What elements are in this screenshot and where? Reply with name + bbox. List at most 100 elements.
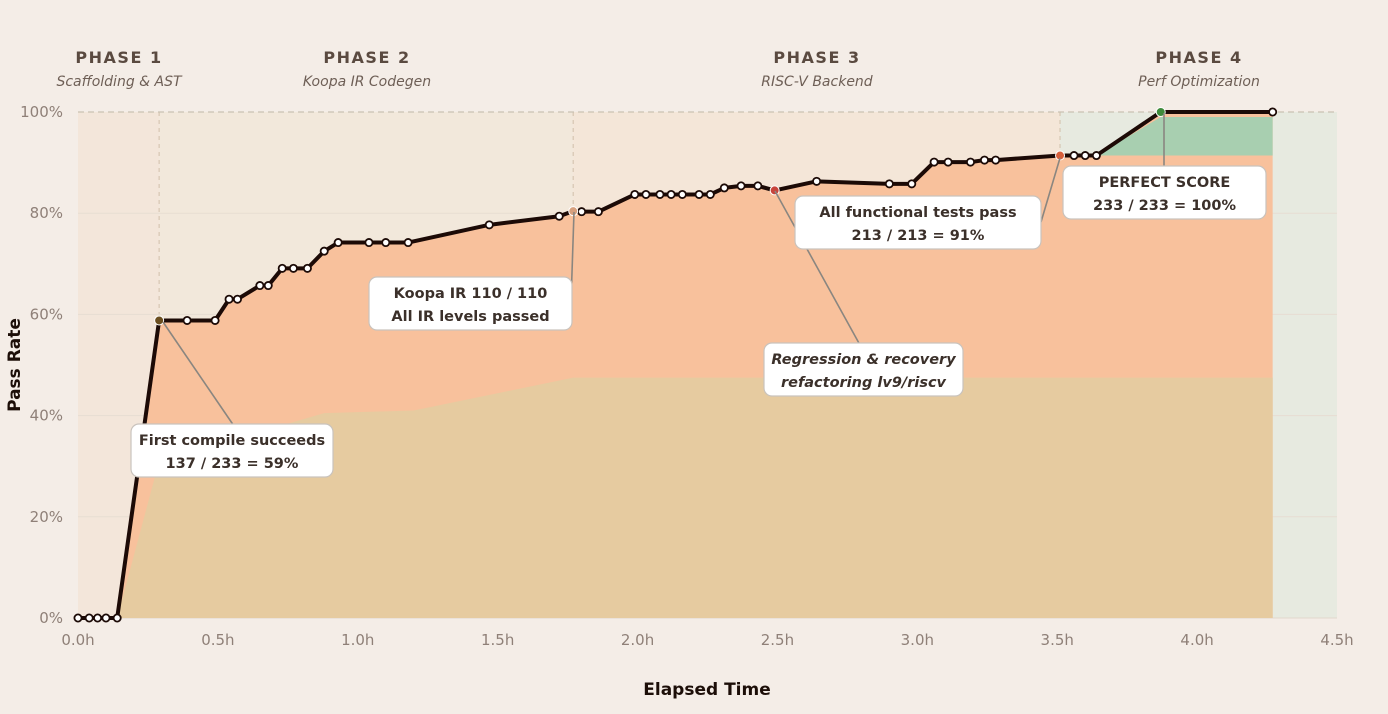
data-point [719,183,729,193]
data-point [630,189,640,199]
data-point [182,315,192,325]
phase-title: PHASE 2 [323,48,410,67]
annotation-box [130,423,334,478]
data-point [554,211,564,221]
data-point [929,157,939,167]
data-point [403,238,413,248]
data-point [593,207,603,217]
data-point [1080,151,1090,161]
annotation-text: First compile succeeds [139,433,325,449]
data-point [93,613,103,623]
data-point [302,263,312,273]
data-point [73,613,83,623]
phase-labels: PHASE 1 Scaffolding & AST PHASE 2 Koopa IR … [56,48,1259,90]
annotation-2: Koopa IR 110 / 110 All IR levels passed [368,276,573,331]
data-point [641,189,651,199]
annotation-box [1062,165,1267,220]
x-tick-label: 4.5h [1320,631,1353,649]
x-tick-label: 1.0h [341,631,374,649]
milestone-point [154,315,165,326]
data-point [1091,151,1101,161]
data-point [907,179,917,189]
data-point [812,176,822,186]
annotation-box [763,342,964,397]
data-point [577,207,587,217]
x-tick-label: 3.5h [1041,631,1074,649]
x-tick-label: 1.5h [481,631,514,649]
data-point [1069,151,1079,161]
data-point [694,189,704,199]
annotation-text: 213 / 213 = 91% [852,228,985,244]
annotation-text: All functional tests pass [819,205,1016,221]
x-tick-label: 2.0h [621,631,654,649]
annotation-text: refactoring lv9/riscv [781,375,947,391]
data-point [210,315,220,325]
data-point [753,181,763,191]
annotation-leader [1040,157,1061,223]
x-tick-label: 0.0h [61,631,94,649]
data-point [484,220,494,230]
annotation-text: PERFECT SCORE [1099,175,1231,191]
data-point [705,189,715,199]
phase-title: PHASE 1 [75,48,162,67]
data-point [364,238,374,248]
phase-subtitle: RISC-V Backend [761,74,873,90]
axis-ticks: 0.0h 0.5h 1.0h 1.5h 2.0h 2.5h 3.0h 3.5h 4.0h 4.5h… [20,103,1354,649]
pass-rate-series [73,107,1278,623]
annotation-text: 233 / 233 = 100% [1093,198,1236,214]
data-point [666,189,676,199]
annotation-box [794,195,1042,250]
data-point [101,613,111,623]
data-point [319,246,329,256]
data-point [655,189,665,199]
x-tick-label: 4.0h [1180,631,1213,649]
x-tick-label: 2.5h [761,631,794,649]
phase-title: PHASE 3 [773,48,860,67]
y-tick-label: 0% [39,609,63,627]
annotation-text: Regression & recovery [771,352,956,368]
data-point [277,263,287,273]
y-tick-label: 100% [20,103,63,121]
data-point [736,181,746,191]
data-point [1268,107,1278,117]
x-axis-title: Elapsed Time [643,680,770,700]
phase-subtitle: Koopa IR Codegen [303,74,431,90]
milestone-point [1155,107,1166,117]
annotation-box [368,276,573,331]
data-point [943,157,953,167]
y-tick-label: 60% [30,305,63,323]
data-point [333,238,343,248]
data-point [224,294,234,304]
y-tick-label: 40% [30,407,63,425]
annotation-4: All functional tests pass 213 / 213 = 91% [794,195,1042,250]
data-point [884,179,894,189]
phase-subtitle: Perf Optimization [1138,74,1260,90]
phase-subtitle: Scaffolding & AST [56,74,183,90]
data-point [112,613,122,623]
data-point [979,155,989,165]
annotation-text: All IR levels passed [391,309,549,325]
annotation-text: 137 / 233 = 59% [166,456,299,472]
data-point [263,281,273,291]
phase-title: PHASE 4 [1155,48,1242,67]
annotation-text: Koopa IR 110 / 110 [394,286,548,302]
data-point [288,263,298,273]
x-tick-label: 0.5h [201,631,234,649]
annotation-5: PERFECT SCORE 233 / 233 = 100% [1062,165,1267,220]
data-point [381,238,391,248]
data-point [255,281,265,291]
annotation-leader [774,190,861,346]
x-tick-label: 3.0h [901,631,934,649]
band-perf [1096,117,1273,156]
y-tick-label: 20% [30,508,63,526]
annotation-1: First compile succeeds 137 / 233 = 59% [130,423,334,478]
milestone-point [769,185,780,196]
data-point [232,294,242,304]
annotation-3: Regression & recovery refactoring lv9/ris… [763,342,964,397]
annotation-leader [162,321,235,427]
data-point [84,613,94,623]
band-lower [117,377,1273,618]
annotations: First compile succeeds 137 / 233 = 59% Koo… [130,165,1267,478]
y-axis-title: Pass Rate [5,318,25,412]
